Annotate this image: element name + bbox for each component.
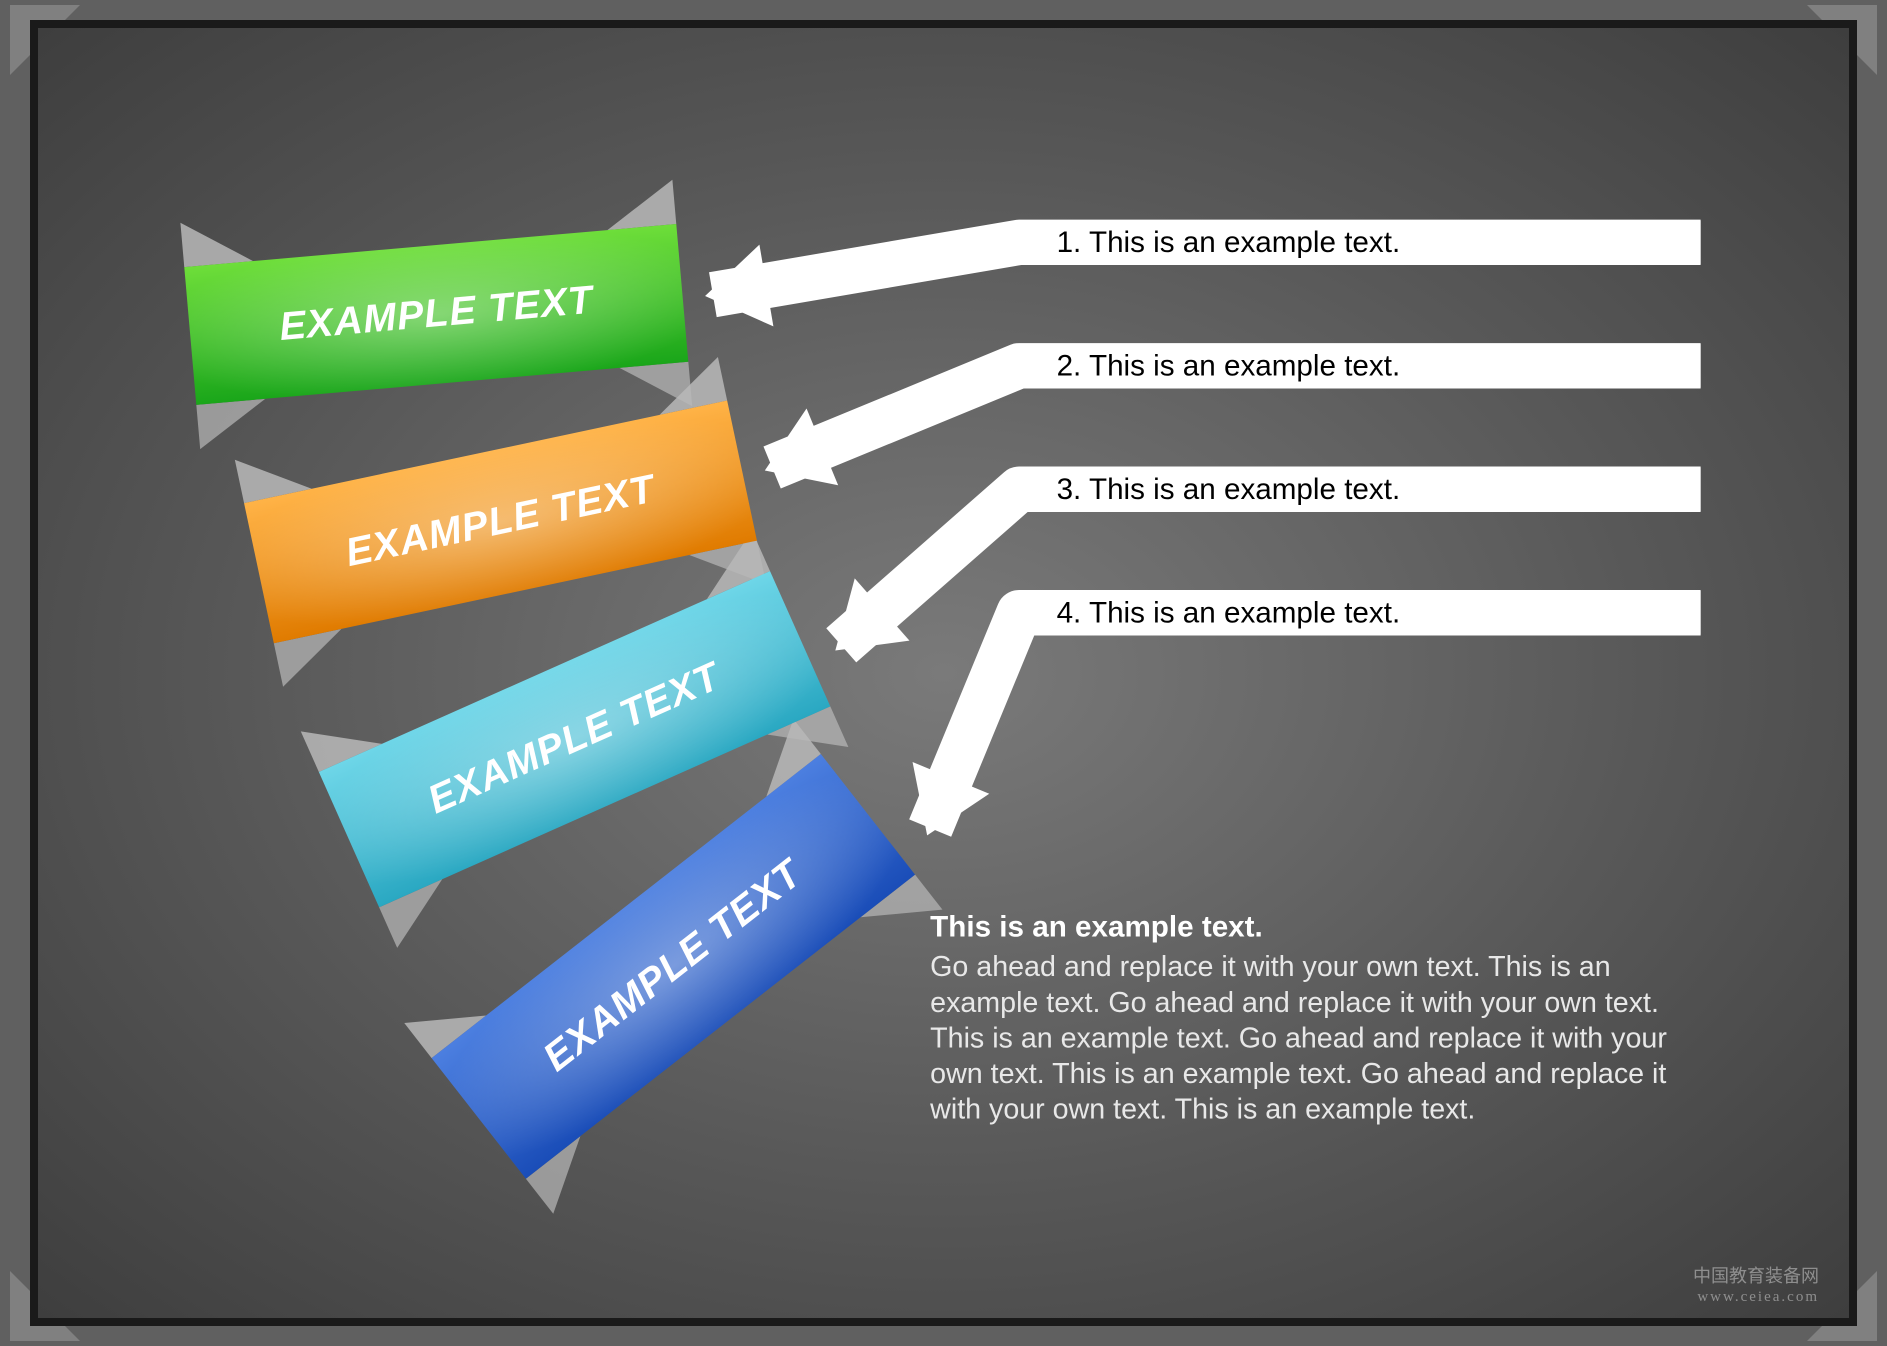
paragraph-line-4: own text. This is an example text. Go ah… [930, 1058, 1666, 1090]
watermark-line2: www.ceiea.com [1693, 1288, 1819, 1306]
paragraph-line-5: with your own text. This is an example t… [929, 1093, 1475, 1125]
list-bar-1: 1. This is an example text. [1039, 221, 1701, 264]
paragraph-line-1: Go ahead and replace it with your own te… [930, 951, 1611, 983]
watermark-line1: 中国教育装备网 [1693, 1266, 1819, 1288]
paragraph-title: This is an example text. [930, 911, 1263, 944]
paragraph-line-3: This is an example text. Go ahead and re… [930, 1022, 1667, 1054]
list-bar-4: 4. This is an example text. [1039, 591, 1701, 634]
banner-1: EXAMPLE TEXT [184, 224, 688, 405]
list-bar-3: 3. This is an example text. [1039, 468, 1701, 511]
paragraph-block: This is an example text. Go ahead and rep… [929, 911, 1667, 1126]
slide-frame: EXAMPLE TEXTEXAMPLE TEXTEXAMPLE TEXTEXAM… [30, 20, 1857, 1326]
list-bar-text-4: 4. This is an example text. [1057, 597, 1401, 630]
list-bar-2: 2. This is an example text. [1039, 344, 1701, 387]
banner-2: EXAMPLE TEXT [244, 400, 757, 643]
diagram-canvas: EXAMPLE TEXTEXAMPLE TEXTEXAMPLE TEXTEXAM… [38, 28, 1849, 1318]
list-bar-text-2: 2. This is an example text. [1057, 350, 1401, 383]
watermark: 中国教育装备网 www.ceiea.com [1693, 1266, 1819, 1306]
paragraph-line-2: example text. Go ahead and replace it wi… [930, 987, 1659, 1019]
list-bar-text-3: 3. This is an example text. [1057, 473, 1401, 506]
list-bar-text-1: 1. This is an example text. [1057, 226, 1401, 259]
outer-frame: EXAMPLE TEXTEXAMPLE TEXTEXAMPLE TEXTEXAM… [0, 0, 1887, 1346]
arrow-4 [913, 613, 1701, 836]
